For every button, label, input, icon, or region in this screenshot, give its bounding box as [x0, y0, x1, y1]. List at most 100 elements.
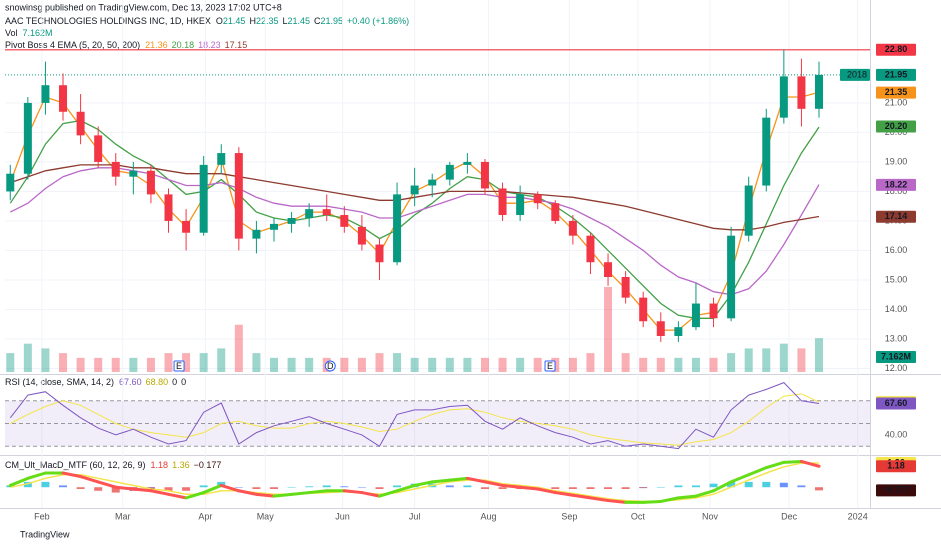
macd-segment — [553, 491, 575, 497]
candle-body — [41, 85, 50, 103]
x-tick-label: May — [257, 511, 275, 521]
macd-segment — [782, 459, 803, 464]
volume-bar — [639, 357, 648, 372]
volume-bar — [252, 353, 261, 372]
histogram-bar — [621, 487, 630, 489]
event-icon — [544, 360, 556, 372]
histogram-bar — [182, 487, 191, 491]
candle-body — [797, 76, 806, 109]
histogram-bar — [639, 487, 648, 489]
price-badge-bg — [876, 484, 916, 497]
macd-segment — [114, 485, 135, 491]
price-badge: 1.18 — [887, 461, 905, 471]
macd-segment — [237, 489, 258, 496]
volume-bar — [146, 357, 155, 372]
x-tick-label: Dec — [781, 511, 798, 521]
candle-body — [375, 244, 384, 263]
price-badge-bg — [876, 68, 916, 81]
ohlc-key: L — [282, 16, 287, 26]
histogram-bar — [199, 485, 208, 488]
candle-body — [252, 229, 261, 239]
macd-segment — [307, 489, 329, 495]
plot-layer: 12.0013.0014.0015.0016.0017.0018.0019.00… — [5, 0, 916, 521]
ohlc-value: 21.45 — [287, 16, 310, 26]
macd-segment — [149, 489, 171, 496]
ohlc-value: 21.95 — [321, 16, 344, 26]
macd-segment — [360, 491, 381, 498]
ema-line — [9, 119, 820, 319]
histogram-bar — [568, 487, 577, 489]
macd-segment — [342, 489, 364, 495]
price-badge-bg — [876, 210, 916, 223]
volume-bar — [375, 353, 384, 372]
y-tick-label: 19.00 — [885, 156, 908, 166]
attribution: snowinsg published on TradingView.com, D… — [5, 2, 282, 12]
ohlc-key: O — [216, 16, 223, 26]
price-badge: 22.80 — [885, 44, 908, 54]
price-badge: 20.20 — [885, 121, 908, 131]
macd-segment — [448, 476, 469, 482]
signal-line — [10, 462, 820, 503]
candle-body — [269, 223, 278, 230]
indicator-title: Pivot Boss 4 EMA (5, 20, 50, 200) — [5, 40, 140, 50]
histogram-bar — [551, 487, 560, 489]
legend-macd: CM_Ult_MacD_MTF (60, 12, 26, 9) 1.18 1.36−… — [5, 460, 221, 470]
volume-bar — [6, 353, 15, 372]
histogram-bar — [287, 487, 296, 488]
x-tick-label: Mar — [115, 511, 131, 521]
price-badge: 21.35 — [885, 87, 908, 97]
macd-title: CM_Ult_MacD_MTF (60, 12, 26, 9) — [5, 460, 146, 470]
histogram-bar — [727, 481, 736, 488]
rsi-line — [10, 393, 820, 446]
histogram-bar — [604, 487, 613, 489]
candle-body — [621, 276, 630, 298]
macd-segment — [61, 471, 83, 479]
macd-segment — [254, 492, 276, 498]
histogram-bar — [586, 487, 595, 489]
candle-body — [551, 203, 560, 221]
histogram-bar — [340, 486, 349, 488]
volume-bar — [709, 357, 718, 372]
histogram-bar — [76, 487, 85, 489]
ohlc-value: 21.45 — [223, 16, 246, 26]
candle-body — [6, 173, 15, 192]
candle-body — [410, 185, 419, 195]
candle-body — [182, 220, 191, 233]
brand: TradingView — [20, 529, 70, 539]
price-badge: 21.95 — [885, 69, 908, 79]
volume-bar — [94, 357, 103, 372]
candle-body — [164, 194, 173, 221]
macd-segment — [518, 485, 540, 491]
histogram-bar — [269, 487, 278, 489]
price-badge-bg — [876, 86, 916, 99]
volume-value: 7.162M — [23, 28, 53, 38]
volume-bar — [815, 338, 824, 372]
macd-segment — [747, 466, 768, 477]
volume-bar — [533, 357, 542, 372]
candle-body — [217, 153, 226, 165]
x-tick-label: 2024 — [848, 511, 868, 521]
y-tick-label: 12.00 — [885, 363, 908, 373]
y-tick-label: 14.00 — [885, 304, 908, 314]
volume-bar — [480, 357, 489, 372]
volume-bar — [744, 348, 753, 372]
candle-body — [744, 185, 753, 236]
price-badge: 17.14 — [885, 211, 908, 221]
rsi-value: 67.60 — [119, 377, 142, 387]
macd-segment — [413, 480, 434, 487]
candle-body — [586, 235, 595, 263]
y-tick-label: 21.00 — [885, 97, 908, 107]
ema-line — [10, 167, 820, 296]
y-tick-label: 16.00 — [885, 245, 908, 255]
volume-bar — [287, 357, 296, 372]
price-badge-bg — [876, 120, 916, 133]
x-tick-label: Jul — [409, 511, 421, 521]
rsi-value: 0 — [172, 377, 177, 387]
macd-segment — [729, 473, 751, 484]
histogram-bar — [59, 485, 68, 488]
candle-body — [111, 161, 120, 177]
macd-segment — [799, 459, 821, 468]
macd-segment — [202, 483, 223, 495]
event-label: E — [176, 361, 182, 371]
price-badge: 18.22 — [885, 179, 908, 189]
